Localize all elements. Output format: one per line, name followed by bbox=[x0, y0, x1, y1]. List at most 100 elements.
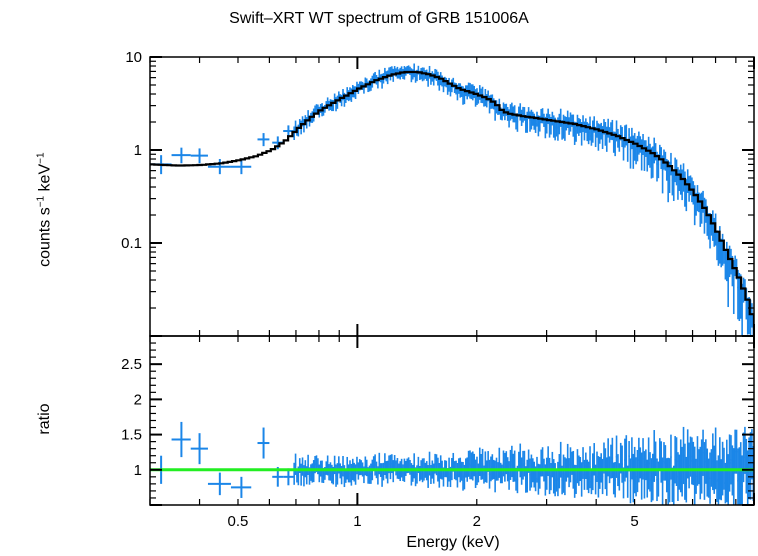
ratio-dense-bin bbox=[624, 438, 626, 482]
spectrum-dense-bin bbox=[551, 111, 554, 126]
ratio-dense-bin bbox=[497, 462, 499, 481]
ratio-dense-bin bbox=[508, 461, 510, 490]
spectrum-dense-bin bbox=[478, 85, 481, 100]
ratio-dense-bin bbox=[518, 451, 520, 472]
spectrum-dense-bin bbox=[631, 127, 633, 150]
spectrum-dense-bin bbox=[592, 120, 594, 143]
ratio-dense-bin bbox=[484, 451, 487, 483]
ratio-dense-bin bbox=[696, 436, 699, 486]
ratio-dense-bin bbox=[467, 450, 470, 477]
ratio-dense-bin bbox=[353, 462, 355, 482]
ratio-dense-bin bbox=[737, 448, 739, 505]
spectrum-dense-bin bbox=[547, 108, 549, 124]
spectrum-dense-bin bbox=[393, 66, 396, 75]
ylabel-part-kev: keV bbox=[36, 163, 54, 196]
ratio-dense-bin bbox=[653, 430, 656, 482]
ratio-dense-bin bbox=[649, 452, 651, 492]
spectrum-dense-bin bbox=[712, 210, 714, 241]
y-tick-label-bottom: 2.5 bbox=[121, 356, 142, 373]
ratio-dense-bin bbox=[474, 459, 477, 488]
ratio-dense-bin bbox=[728, 434, 731, 492]
spectrum-dense-bin bbox=[671, 169, 674, 196]
ratio-dense-bin bbox=[639, 447, 642, 479]
spectrum-dense-bin bbox=[541, 108, 544, 124]
spectrum-dense-bin bbox=[639, 136, 642, 153]
ratio-dense-bin bbox=[618, 463, 621, 491]
spectrum-dense-bin bbox=[476, 88, 478, 106]
ratio-dense-bin bbox=[647, 437, 650, 490]
spectrum-dense-bin bbox=[607, 118, 609, 138]
ratio-dense-bin bbox=[727, 454, 729, 505]
ratio-dense-bin bbox=[300, 463, 302, 486]
ratio-dense-bin bbox=[714, 427, 717, 490]
ratio-dense-bin bbox=[411, 464, 414, 482]
spectrum-dense-bin bbox=[746, 297, 749, 335]
ratio-dense-bin bbox=[732, 448, 735, 505]
spectrum-dense-bin bbox=[682, 163, 685, 192]
spectrum-dense-bin bbox=[519, 103, 522, 121]
spectrum-dense-bin bbox=[453, 82, 456, 93]
ratio-dense-bin bbox=[695, 458, 697, 494]
spectrum-dense-bin bbox=[566, 110, 569, 128]
ratio-dense-bin bbox=[597, 456, 600, 498]
spectrum-dense-bin bbox=[354, 86, 357, 100]
ratio-dense-bin bbox=[717, 455, 720, 505]
ratio-dense-bin bbox=[354, 464, 357, 485]
ratio-dense-bin bbox=[499, 462, 502, 484]
spectrum-dense-bin bbox=[467, 82, 470, 97]
ratio-dense-bin bbox=[749, 432, 752, 500]
spectrum-dense-bin bbox=[529, 111, 531, 132]
ratio-dense-bin bbox=[691, 437, 693, 485]
ratio-dense-bin bbox=[519, 443, 522, 478]
ratio-dense-bin bbox=[734, 429, 736, 474]
ratio-dense-bin bbox=[488, 459, 491, 489]
spectrum-dense-bin bbox=[610, 122, 612, 140]
ratio-dense-bin bbox=[552, 459, 555, 494]
ratio-dense-bin bbox=[640, 452, 643, 500]
ratio-dense-bin bbox=[664, 445, 667, 481]
ylabel-exp-s: −1 bbox=[35, 195, 47, 208]
ratio-dense-bin bbox=[494, 460, 496, 493]
ratio-dense-bin bbox=[587, 461, 590, 494]
spectrum-dense-bin bbox=[649, 143, 651, 168]
ratio-dense-bin bbox=[650, 458, 653, 503]
ratio-dense-bin bbox=[321, 460, 323, 483]
ratio-dense-bin bbox=[742, 432, 745, 483]
spectrum-dense-bin bbox=[742, 277, 745, 303]
spectrum-dense-bin bbox=[495, 100, 498, 114]
ratio-dense-bin bbox=[294, 453, 297, 475]
spectrum-dense-bin bbox=[298, 119, 301, 128]
ratio-dense-bin bbox=[720, 459, 723, 501]
spectrum-dense-bin bbox=[520, 109, 523, 126]
spectrum-dense-bin bbox=[695, 192, 697, 216]
spectrum-dense-bin bbox=[335, 97, 337, 112]
ratio-dense-bin bbox=[538, 464, 541, 489]
spectrum-dense-bin bbox=[636, 135, 639, 162]
ratio-dense-bin bbox=[469, 450, 471, 480]
spectrum-dense-bin bbox=[389, 66, 392, 81]
spectrum-dense-bin bbox=[640, 139, 643, 171]
bottom-data-group bbox=[150, 421, 754, 505]
y-tick-label-top: 0.1 bbox=[121, 235, 142, 252]
spectrum-dense-bin bbox=[522, 106, 524, 123]
spectrum-dense-bin bbox=[598, 124, 601, 144]
chart-title: Swift–XRT WT spectrum of GRB 151006A bbox=[229, 10, 529, 27]
ratio-dense-bin bbox=[462, 462, 464, 491]
ratio-dense-bin bbox=[600, 453, 602, 483]
ratio-dense-bin bbox=[410, 463, 413, 486]
spectrum-dense-bin bbox=[350, 88, 353, 102]
spectrum-dense-bin bbox=[724, 249, 727, 280]
ratio-dense-bin bbox=[682, 426, 685, 485]
spectrum-dense-bin bbox=[410, 68, 413, 83]
ratio-dense-bin bbox=[590, 469, 593, 495]
ratio-dense-bin bbox=[384, 453, 386, 475]
ratio-data-point bbox=[257, 427, 270, 459]
ratio-dense-bin bbox=[458, 458, 460, 478]
ratio-dense-bin bbox=[557, 461, 559, 497]
ratio-dense-bin bbox=[395, 460, 397, 476]
spectrum-dense-bin bbox=[738, 272, 741, 322]
spectrum-dense-bin bbox=[624, 125, 626, 148]
ratio-dense-bin bbox=[564, 457, 566, 496]
ratio-dense-bin bbox=[333, 455, 336, 475]
ratio-dense-bin bbox=[301, 457, 304, 476]
